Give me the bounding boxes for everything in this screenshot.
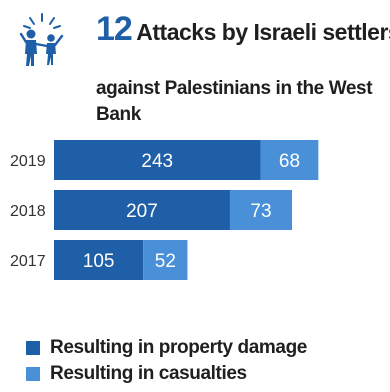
data-label-2019-series-1: 68 (279, 151, 300, 172)
bar-2017-series-1 (143, 240, 188, 280)
family-icon (19, 13, 64, 66)
legend-item-property-damage: Resulting in property damage (26, 336, 307, 360)
legend-label-casualties: Resulting in casualties (50, 363, 247, 384)
bar-2019-series-0 (54, 140, 261, 180)
legend: Resulting in property damage Resulting i… (26, 336, 307, 388)
chart-subtitle: against Palestinians in the West Bank (96, 78, 373, 125)
chart-title: 12 Attacks by Israeli settlers (96, 10, 390, 49)
data-label-2018-series-1: 73 (250, 201, 271, 222)
title-number: 12 (96, 10, 133, 48)
legend-label-property-damage: Resulting in property damage (50, 337, 307, 358)
bar-2017-series-0 (54, 240, 144, 280)
legend-item-casualties: Resulting in casualties (26, 362, 307, 386)
data-label-2017-series-1: 52 (155, 251, 176, 272)
category-label-2017: 2017 (10, 253, 46, 270)
bar-2018-series-0 (54, 190, 230, 230)
bar-2019-series-1 (260, 140, 319, 180)
data-label-2019-series-0: 243 (141, 151, 173, 172)
category-label-2018: 2018 (10, 203, 46, 220)
legend-swatch-casualties (26, 367, 40, 381)
data-label-2018-series-0: 207 (126, 201, 158, 222)
category-label-2019: 2019 (10, 153, 46, 170)
bar-2018-series-1 (229, 190, 292, 230)
bar-chart: 2019 243 68 2018 207 73 2017 105 52 (10, 140, 319, 280)
title-text: Attacks by Israeli settlers (136, 19, 390, 45)
legend-swatch-property-damage (26, 341, 40, 355)
data-label-2017-series-0: 105 (83, 251, 115, 272)
